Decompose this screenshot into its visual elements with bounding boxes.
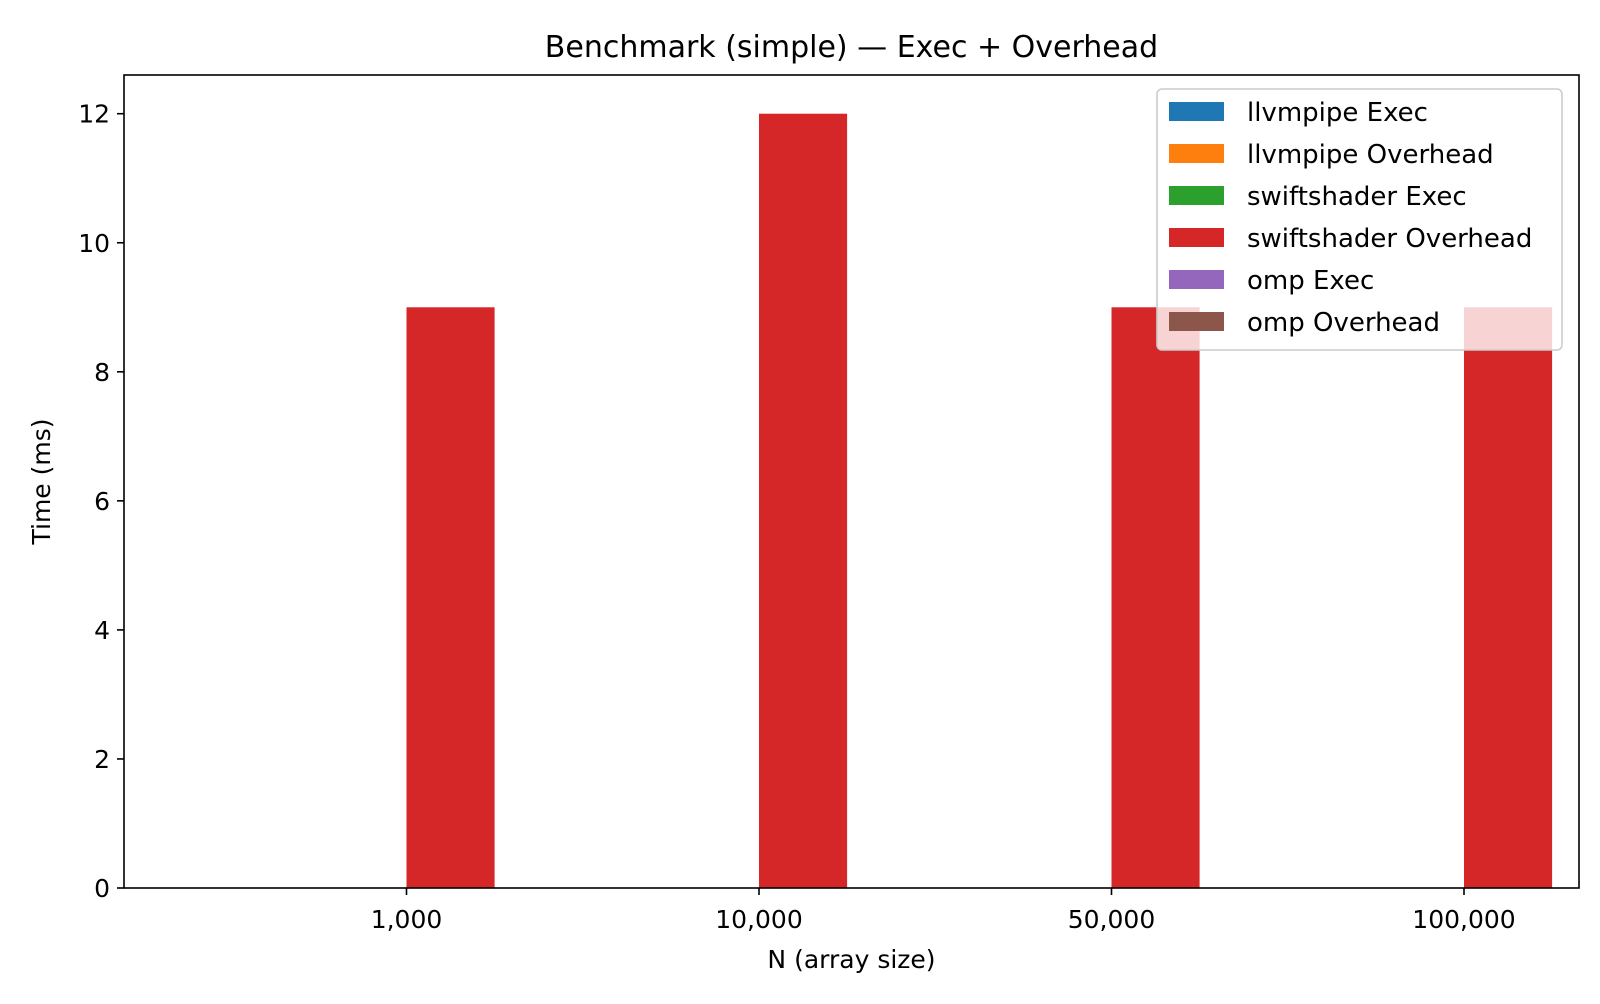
legend-label-llvmpipe-exec: llvmpipe Exec — [1247, 98, 1428, 128]
legend-swatch-omp-overhead — [1169, 312, 1224, 331]
bar-swiftshader-overhead-2 — [1111, 307, 1200, 888]
legend-label-omp-exec: omp Exec — [1247, 266, 1374, 296]
plot-frame — [123, 74, 1580, 889]
legend-box — [1156, 88, 1563, 351]
y-tick-label: 4 — [94, 616, 110, 645]
y-axis-label: Time (ms) — [27, 418, 56, 545]
bar-swiftshader-overhead-1 — [759, 113, 848, 888]
x-tick-label: 50,000 — [1068, 905, 1155, 934]
y-tick-label: 10 — [78, 229, 110, 258]
y-tick-label: 2 — [94, 745, 110, 774]
legend-swatch-swiftshader-overhead — [1169, 228, 1224, 247]
bar-swiftshader-overhead-0 — [406, 307, 495, 888]
legend-swatch-omp-exec — [1169, 270, 1224, 289]
legend-label-swiftshader-overhead: swiftshader Overhead — [1247, 224, 1532, 254]
x-tick-label: 10,000 — [715, 905, 802, 934]
legend-swatch-llvmpipe-overhead — [1169, 144, 1224, 163]
bars-group — [406, 113, 1553, 888]
x-axis-label: N (array size) — [767, 945, 935, 974]
y-tick-label: 0 — [94, 874, 110, 903]
legend-swatch-swiftshader-exec — [1169, 186, 1224, 205]
legend: llvmpipe Exec llvmpipe Overhead swiftshade… — [1156, 88, 1563, 351]
legend-label-swiftshader-exec: swiftshader Exec — [1247, 182, 1467, 212]
legend-label-omp-overhead: omp Overhead — [1247, 308, 1440, 338]
y-tick-label: 12 — [78, 100, 110, 129]
x-tick-label: 100,000 — [1412, 905, 1515, 934]
chart-title: Benchmark (simple) — Exec + Overhead — [545, 30, 1158, 65]
y-tick-label: 6 — [94, 487, 110, 516]
axes-group: 0 2 4 6 8 10 12 1,000 10,000 50,000 100,000 — [78, 74, 1580, 934]
legend-label-llvmpipe-overhead: llvmpipe Overhead — [1247, 140, 1494, 170]
legend-swatch-llvmpipe-exec — [1169, 102, 1224, 121]
bar-swiftshader-overhead-3 — [1464, 307, 1553, 888]
x-tick-label: 1,000 — [371, 905, 443, 934]
y-tick-label: 8 — [94, 358, 110, 387]
